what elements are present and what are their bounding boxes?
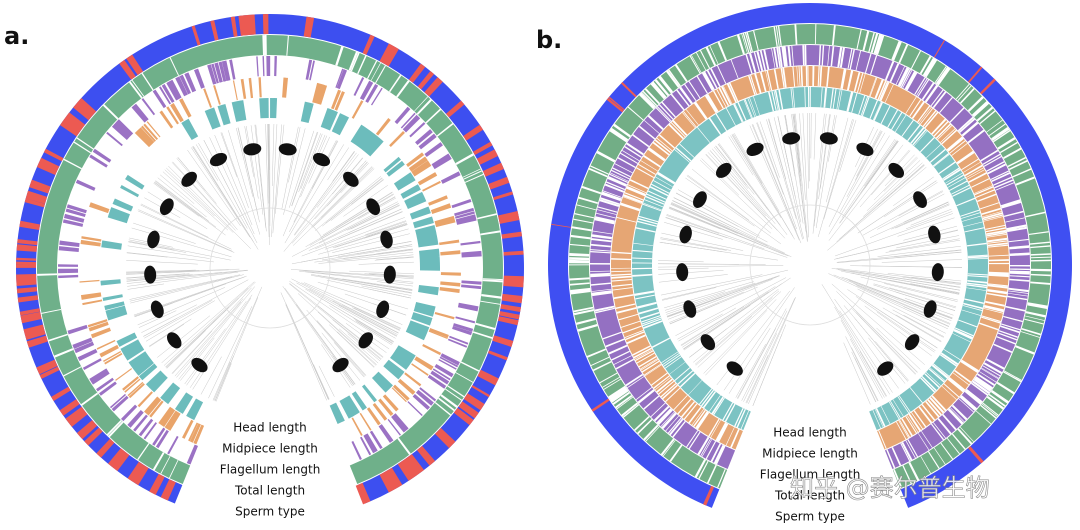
animal-silhouette [715, 162, 732, 178]
animal-silhouette [366, 198, 381, 216]
animal-silhouette [278, 143, 297, 156]
animal-silhouette [358, 332, 373, 349]
panel-label: a. [4, 22, 29, 50]
tree-arc [209, 207, 331, 329]
animal-silhouette [679, 225, 692, 244]
animal-silhouette [928, 225, 941, 244]
panel-b: Head length Midpiece length Flagellum leng… [548, 2, 1073, 524]
tree-branches [658, 113, 962, 406]
animal-silhouette [683, 300, 697, 318]
animal-silhouette [726, 361, 743, 376]
animal-silhouette [243, 143, 262, 156]
animal-silhouette [167, 332, 182, 349]
animal-silhouette [877, 361, 894, 376]
trait-stripes [100, 98, 440, 424]
trait-ring [631, 87, 989, 431]
animal-silhouette [376, 300, 390, 318]
panel-label: b. [536, 26, 562, 54]
animal-silhouette [312, 152, 331, 167]
trait-stripes [58, 56, 482, 465]
animal-silhouette [856, 142, 874, 157]
animal-silhouette [383, 265, 396, 284]
animal-silhouette [913, 191, 927, 208]
ring-label: Midpiece length [222, 442, 318, 456]
animal-silhouette [782, 132, 801, 145]
animal-silhouette [746, 142, 764, 157]
animal-silhouette [159, 198, 174, 216]
tree-arc [749, 204, 871, 326]
animal-silhouette [931, 263, 944, 282]
animal-silhouette [144, 265, 157, 284]
ring-label: Head length [773, 426, 846, 440]
animal-silhouette [150, 300, 164, 318]
panel-a: Head length Midpiece length Flagellum leng… [15, 14, 525, 519]
animal-silhouette [888, 162, 905, 178]
animal-silhouette [343, 171, 359, 187]
ring-label: Total length [234, 484, 305, 498]
animal-silhouette [700, 334, 716, 351]
animal-silhouette [819, 132, 838, 145]
animal-silhouette [332, 357, 349, 373]
animal-silhouette [676, 263, 689, 282]
animal-silhouette [693, 191, 707, 208]
animal-silhouette [191, 357, 208, 373]
ring-label: Flagellum length [760, 468, 861, 482]
animal-silhouette [904, 334, 920, 351]
ring-label: Head length [233, 421, 306, 435]
ring-label: Sperm type [235, 505, 305, 519]
ring-label: Midpiece length [762, 447, 858, 461]
animal-silhouette [181, 171, 197, 187]
animal-silhouette [147, 230, 160, 249]
ring-label: Flagellum length [220, 463, 321, 477]
watermark: 知乎 @赛尔普生物 [790, 474, 990, 502]
animal-silhouette [923, 300, 937, 318]
ring-label: Total length [774, 489, 845, 503]
animal-silhouette [209, 152, 228, 167]
tree-branches [126, 123, 414, 402]
ring-label: Sperm type [775, 510, 845, 524]
animal-silhouette [380, 230, 393, 249]
